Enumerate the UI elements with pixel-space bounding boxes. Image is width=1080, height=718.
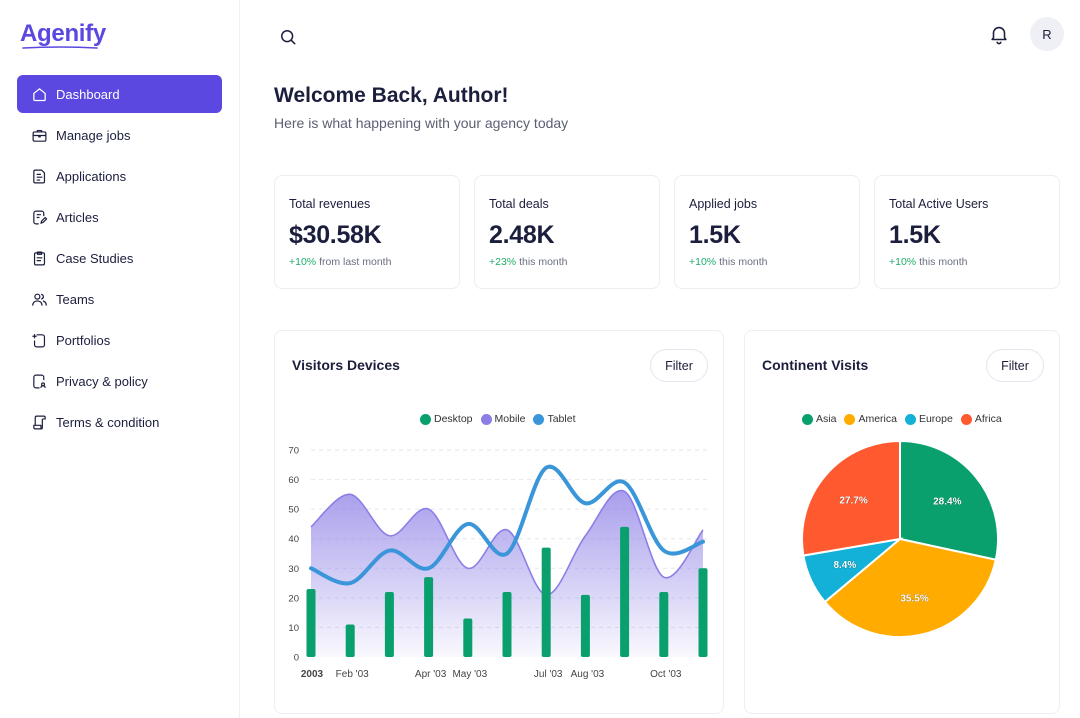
legend-item-europe[interactable]: Europe <box>904 413 953 425</box>
sidebar-item-teams[interactable]: Teams <box>17 280 222 318</box>
chart-legend: Asia America Europe Africa <box>802 413 1002 425</box>
stat-value: $30.58K <box>289 221 382 249</box>
sidebar-item-label: Case Studies <box>56 250 134 266</box>
stat-delta-text: from last month <box>319 256 392 268</box>
briefcase-icon <box>30 126 48 144</box>
continent-visits-panel: Continent Visits Filter Asia America Eur… <box>744 330 1060 714</box>
stat-delta: +23% this month <box>489 256 568 268</box>
bell-icon[interactable] <box>988 23 1010 45</box>
stat-card-revenues: Total revenues $30.58K +10% from last mo… <box>274 175 460 289</box>
document-icon <box>30 167 48 185</box>
stat-title: Total Active Users <box>889 197 989 211</box>
legend-label: Europe <box>918 413 953 425</box>
legend-label: Tablet <box>547 413 576 425</box>
stat-delta-text: this month <box>919 256 968 268</box>
legend-dot <box>802 413 813 425</box>
legend-dot <box>420 413 431 425</box>
legend-item-mobile[interactable]: Mobile <box>480 413 526 425</box>
stat-card-applied-jobs: Applied jobs 1.5K +10% this month <box>674 175 860 289</box>
legend-dot <box>844 413 856 425</box>
legend-dot <box>480 413 492 425</box>
stat-delta-text: this month <box>719 256 768 268</box>
legend-item-asia[interactable]: Asia <box>802 413 836 425</box>
logo-underline <box>22 46 98 49</box>
stat-delta-text: this month <box>519 256 568 268</box>
privacy-doc-icon <box>30 372 48 390</box>
search-icon[interactable] <box>278 27 298 47</box>
stat-delta-percent: +10% <box>889 256 917 268</box>
legend-label: Desktop <box>434 413 473 425</box>
terms-scroll-icon <box>30 413 48 431</box>
stat-card-active-users: Total Active Users 1.5K +10% this month <box>874 175 1060 289</box>
stat-title: Total revenues <box>289 197 371 211</box>
chart-legend: Desktop Mobile Tablet <box>420 413 576 425</box>
legend-dot <box>904 413 916 425</box>
sidebar-item-label: Applications <box>56 168 127 184</box>
page-subtitle: Here is what happening with your agency … <box>274 115 569 131</box>
sidebar-item-terms-condition[interactable]: Terms & condition <box>17 403 222 441</box>
stat-delta-percent: +23% <box>489 256 517 268</box>
sidebar-item-privacy-policy[interactable]: Privacy & policy <box>17 362 222 400</box>
sidebar-item-label: Manage jobs <box>56 127 131 143</box>
legend-dot <box>533 413 545 425</box>
legend-dot <box>960 413 972 425</box>
sidebar-item-manage-jobs[interactable]: Manage jobs <box>17 116 222 154</box>
sidebar-nav: Dashboard Manage jobs Applications Artic… <box>17 75 222 444</box>
article-edit-icon <box>30 208 48 226</box>
legend-label: America <box>858 413 897 425</box>
sidebar-item-label: Portfolios <box>56 332 111 348</box>
legend-item-desktop[interactable]: Desktop <box>420 413 473 425</box>
users-icon <box>30 290 48 308</box>
sidebar-item-label: Articles <box>56 209 99 225</box>
page-title: Welcome Back, Author! <box>274 84 509 107</box>
sidebar-item-label: Privacy & policy <box>56 373 148 389</box>
stat-value: 1.5K <box>889 221 941 249</box>
sidebar-item-label: Dashboard <box>56 86 120 102</box>
legend-item-tablet[interactable]: Tablet <box>533 413 576 425</box>
sidebar-item-portfolios[interactable]: Portfolios <box>17 321 222 359</box>
sidebar-item-label: Teams <box>56 291 95 307</box>
visitors-devices-panel: Visitors Devices Filter Desktop Mobile T… <box>274 330 724 714</box>
sidebar-item-label: Terms & condition <box>56 414 160 430</box>
stat-delta: +10% this month <box>889 256 968 268</box>
stat-delta-percent: +10% <box>289 256 317 268</box>
stat-delta: +10% from last month <box>289 256 391 268</box>
sidebar: Agenify Dashboard Manage jobs A <box>0 0 240 718</box>
home-icon <box>30 85 48 103</box>
stat-title: Total deals <box>489 197 549 211</box>
legend-label: Asia <box>816 413 837 425</box>
stat-value: 2.48K <box>489 221 555 249</box>
panel-title: Continent Visits <box>762 357 869 373</box>
stat-value: 1.5K <box>689 221 741 249</box>
sidebar-item-case-studies[interactable]: Case Studies <box>17 239 222 277</box>
stat-delta: +10% this month <box>689 256 768 268</box>
filter-button[interactable]: Filter <box>650 349 708 382</box>
sidebar-item-dashboard[interactable]: Dashboard <box>17 75 222 113</box>
clipboard-icon <box>30 249 48 267</box>
legend-item-africa[interactable]: Africa <box>960 413 1002 425</box>
stat-card-deals: Total deals 2.48K +23% this month <box>474 175 660 289</box>
portfolio-icon <box>30 331 48 349</box>
sidebar-item-applications[interactable]: Applications <box>17 157 222 195</box>
panel-title: Visitors Devices <box>292 357 400 373</box>
legend-label: Mobile <box>494 413 526 425</box>
stat-title: Applied jobs <box>689 197 758 211</box>
sidebar-item-articles[interactable]: Articles <box>17 198 222 236</box>
stat-delta-percent: +10% <box>689 256 717 268</box>
legend-item-america[interactable]: America <box>844 413 897 425</box>
avatar[interactable]: R <box>1030 17 1064 51</box>
legend-label: Africa <box>974 413 1002 425</box>
brand-logo[interactable]: Agenify <box>20 20 106 47</box>
filter-button[interactable]: Filter <box>986 349 1044 382</box>
